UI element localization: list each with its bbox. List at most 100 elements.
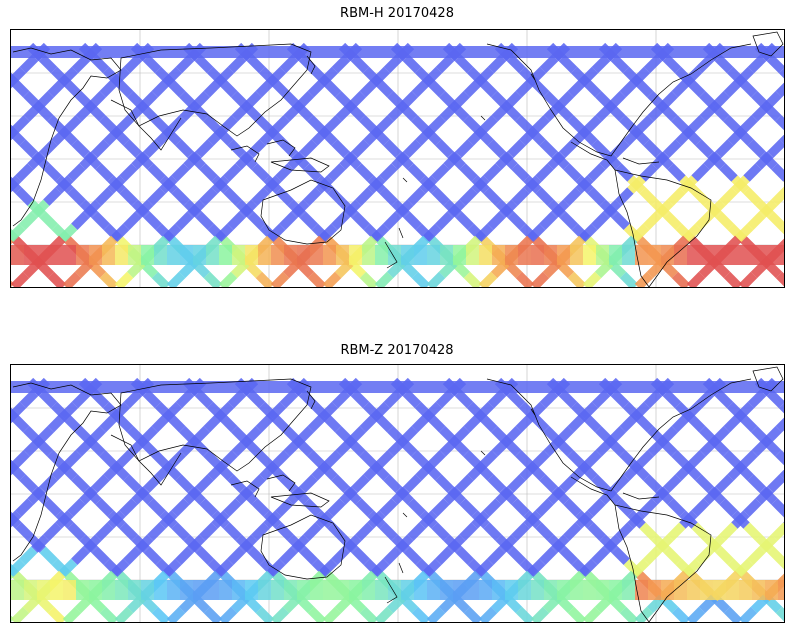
swath-segment bbox=[335, 91, 354, 110]
swath-segment bbox=[759, 486, 778, 505]
swath-segment bbox=[379, 498, 398, 517]
swath-segment bbox=[31, 151, 50, 170]
swath-segment bbox=[439, 426, 458, 445]
swath-cell bbox=[258, 245, 271, 265]
swath-segment bbox=[299, 211, 318, 230]
swath-segment bbox=[359, 606, 379, 622]
swath-segment bbox=[39, 546, 58, 565]
swath-segment bbox=[411, 271, 431, 287]
swath-segment bbox=[518, 66, 538, 86]
swath-cell bbox=[778, 245, 784, 265]
swath-cell bbox=[622, 46, 635, 58]
swath-cell bbox=[765, 580, 778, 600]
swath-segment bbox=[779, 134, 784, 144]
swath-segment bbox=[15, 187, 34, 206]
swath-segment bbox=[119, 163, 138, 182]
swath-segment bbox=[343, 486, 362, 505]
swath-cell bbox=[388, 245, 401, 265]
swath-cell bbox=[401, 245, 414, 265]
swath-cell bbox=[531, 580, 544, 600]
swath-segment bbox=[479, 450, 498, 469]
swath-segment bbox=[255, 413, 275, 433]
swath-cell bbox=[453, 381, 466, 393]
swath-segment bbox=[279, 474, 298, 493]
map-panel-rbm-z bbox=[10, 364, 785, 623]
swath-segment bbox=[643, 389, 663, 409]
swath-segment bbox=[267, 223, 286, 242]
swath-segment bbox=[194, 54, 214, 74]
swath-segment bbox=[507, 139, 526, 158]
swath-segment bbox=[171, 163, 190, 182]
swath-segment bbox=[615, 522, 634, 541]
swath-cell bbox=[24, 580, 37, 600]
coastline-path bbox=[384, 227, 404, 269]
swath-cell bbox=[583, 46, 596, 58]
swath-cell bbox=[427, 381, 440, 393]
swath-segment bbox=[62, 271, 82, 287]
swath-segment bbox=[223, 187, 242, 206]
swath-segment bbox=[423, 462, 442, 481]
swath-segment bbox=[371, 462, 390, 481]
swath-segment bbox=[355, 163, 374, 182]
swath-segment bbox=[246, 54, 266, 74]
swath-segment bbox=[147, 522, 166, 541]
swath-segment bbox=[563, 163, 582, 182]
swath-cell bbox=[349, 381, 362, 393]
swath-cell bbox=[674, 46, 687, 58]
swath-segment bbox=[223, 522, 242, 541]
swath-cell bbox=[674, 580, 687, 600]
swath-segment bbox=[447, 486, 466, 505]
swath-segment bbox=[115, 78, 134, 98]
swath-cell bbox=[440, 381, 453, 393]
swath-cell bbox=[427, 245, 440, 265]
swath-cell bbox=[440, 580, 453, 600]
swath-segment bbox=[83, 199, 102, 218]
swath-segment bbox=[327, 498, 346, 517]
swath-segment bbox=[695, 474, 714, 493]
swath-segment bbox=[719, 498, 738, 517]
swath-segment bbox=[175, 211, 194, 230]
swath-segment bbox=[151, 78, 170, 98]
swath-segment bbox=[779, 469, 784, 479]
swath-segment bbox=[367, 510, 386, 529]
swath-cell bbox=[193, 245, 206, 265]
swath-segment bbox=[71, 211, 90, 230]
swath-segment bbox=[731, 175, 750, 194]
swath-segment bbox=[283, 91, 302, 110]
swath-segment bbox=[175, 54, 195, 74]
swath-segment bbox=[487, 54, 507, 74]
swath-segment bbox=[39, 211, 58, 230]
swath-cell bbox=[310, 381, 323, 393]
swath-segment bbox=[659, 438, 678, 457]
swath-segment bbox=[279, 139, 298, 158]
swath-segment bbox=[343, 534, 362, 553]
swath-segment bbox=[435, 211, 454, 230]
swath-segment bbox=[11, 127, 26, 146]
coastlines bbox=[12, 366, 784, 622]
swath-segment bbox=[199, 187, 218, 206]
swath-segment bbox=[319, 223, 338, 242]
swath-segment bbox=[123, 546, 142, 565]
swath-segment bbox=[551, 486, 570, 505]
swath-cell bbox=[232, 245, 245, 265]
swath-segment bbox=[407, 522, 426, 541]
swath-segment bbox=[99, 450, 118, 469]
swath-cell bbox=[193, 580, 206, 600]
swath-cell bbox=[388, 381, 401, 393]
swath-segment bbox=[343, 199, 362, 218]
swath-segment bbox=[687, 115, 706, 134]
swath-segment bbox=[303, 187, 322, 206]
swath-segment bbox=[635, 450, 654, 469]
swath-segment bbox=[622, 66, 642, 86]
swath-segment bbox=[563, 187, 582, 206]
swath-segment bbox=[530, 413, 550, 433]
swath-segment bbox=[499, 199, 518, 218]
swath-segment bbox=[435, 389, 455, 409]
swath-segment bbox=[223, 163, 242, 182]
swath-segment bbox=[582, 413, 602, 433]
swath-segment bbox=[559, 546, 578, 565]
swath-segment bbox=[463, 413, 483, 433]
swath-segment bbox=[59, 462, 78, 481]
swath-cell bbox=[778, 46, 784, 58]
swath-cell bbox=[583, 381, 596, 393]
